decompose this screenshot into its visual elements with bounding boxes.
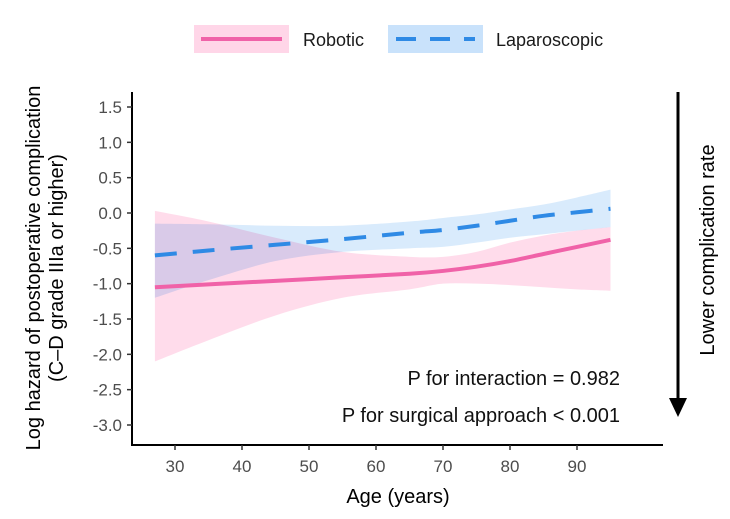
y-tick-label: -1.5: [93, 310, 122, 329]
x-tick-label: 90: [568, 457, 587, 476]
y-tick-label: -3.0: [93, 416, 122, 435]
legend: Robotic Laparoscopic: [194, 25, 603, 53]
y-tick-label: -0.5: [93, 239, 122, 258]
lower-complication-arrow: Lower complication rate: [669, 92, 719, 417]
x-tick-label: 60: [367, 457, 386, 476]
y-tick-label: 1.5: [98, 98, 122, 117]
x-tick-label: 30: [166, 457, 185, 476]
y-axis-title-line2: (C–D grade IIIa or higher): [46, 154, 68, 382]
confidence-band-laparoscopic: [154, 189, 611, 298]
arrow-label: Lower complication rate: [697, 144, 719, 355]
p-interaction-annotation: P for interaction = 0.982: [407, 368, 620, 390]
y-tick-label: 1.0: [98, 133, 122, 152]
legend-label-robotic: Robotic: [303, 30, 364, 50]
y-tick-label: -2.5: [93, 381, 122, 400]
fit-lines: [154, 206, 611, 290]
y-tick-label: 0.0: [98, 204, 122, 223]
fit-line-robotic: [154, 237, 611, 290]
legend-label-laparoscopic: Laparoscopic: [496, 30, 603, 50]
x-axis-title: Age (years): [346, 486, 449, 508]
y-ticks: 1.5 1.0 0.5 0.0 -0.5 -1.0 -1.5 -2.0 -2.5 -3.0: [93, 98, 132, 435]
y-tick-label: 0.5: [98, 169, 122, 188]
y-axis-title-line1: Log hazard of postoperative complication: [23, 86, 45, 451]
x-tick-label: 80: [501, 457, 520, 476]
confidence-bands: [154, 189, 611, 362]
x-ticks: 30 40 50 60 70 80 90: [166, 445, 587, 476]
y-tick-label: -1.0: [93, 275, 122, 294]
x-tick-label: 50: [300, 457, 319, 476]
arrow-head-icon: [669, 398, 687, 417]
legend-item-laparoscopic: Laparoscopic: [388, 25, 603, 53]
p-approach-annotation: P for surgical approach < 0.001: [342, 405, 620, 427]
x-tick-label: 70: [434, 457, 453, 476]
fit-line-laparoscopic: [154, 206, 611, 258]
y-tick-label: -2.0: [93, 345, 122, 364]
legend-item-robotic: Robotic: [194, 25, 364, 53]
x-tick-label: 40: [233, 457, 252, 476]
